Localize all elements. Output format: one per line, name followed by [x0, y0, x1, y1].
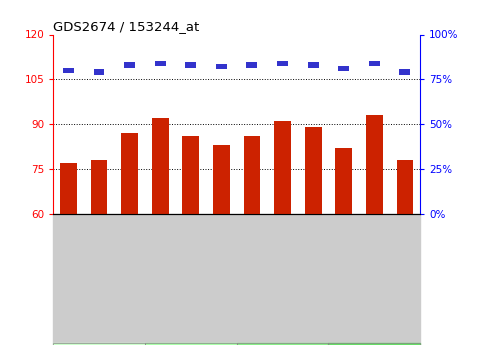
Bar — [328, 343, 420, 345]
Bar — [237, 343, 328, 345]
Bar — [243, 136, 260, 214]
Bar — [274, 121, 291, 214]
Bar — [152, 118, 169, 214]
Bar — [53, 214, 420, 345]
Bar — [369, 60, 380, 66]
Bar — [124, 62, 135, 68]
Bar — [216, 64, 227, 69]
Bar — [308, 62, 319, 68]
Bar — [335, 148, 352, 214]
Bar — [121, 133, 138, 214]
Bar — [91, 160, 107, 214]
Bar — [397, 160, 413, 214]
Bar — [94, 69, 104, 75]
Bar — [60, 163, 77, 214]
Bar — [185, 62, 196, 68]
Bar — [145, 343, 237, 345]
Bar — [145, 343, 237, 345]
Bar — [277, 60, 288, 66]
Bar — [246, 62, 257, 68]
Bar — [366, 115, 383, 214]
Bar — [399, 69, 411, 75]
Bar — [53, 343, 145, 345]
Bar — [305, 127, 322, 214]
Bar — [328, 343, 420, 345]
Bar — [155, 60, 166, 66]
Bar — [63, 68, 74, 73]
Text: GDS2674 / 153244_at: GDS2674 / 153244_at — [53, 20, 199, 33]
Bar — [237, 343, 328, 345]
Bar — [183, 136, 199, 214]
Bar — [53, 343, 145, 345]
Bar — [338, 66, 349, 71]
Bar — [213, 145, 230, 214]
